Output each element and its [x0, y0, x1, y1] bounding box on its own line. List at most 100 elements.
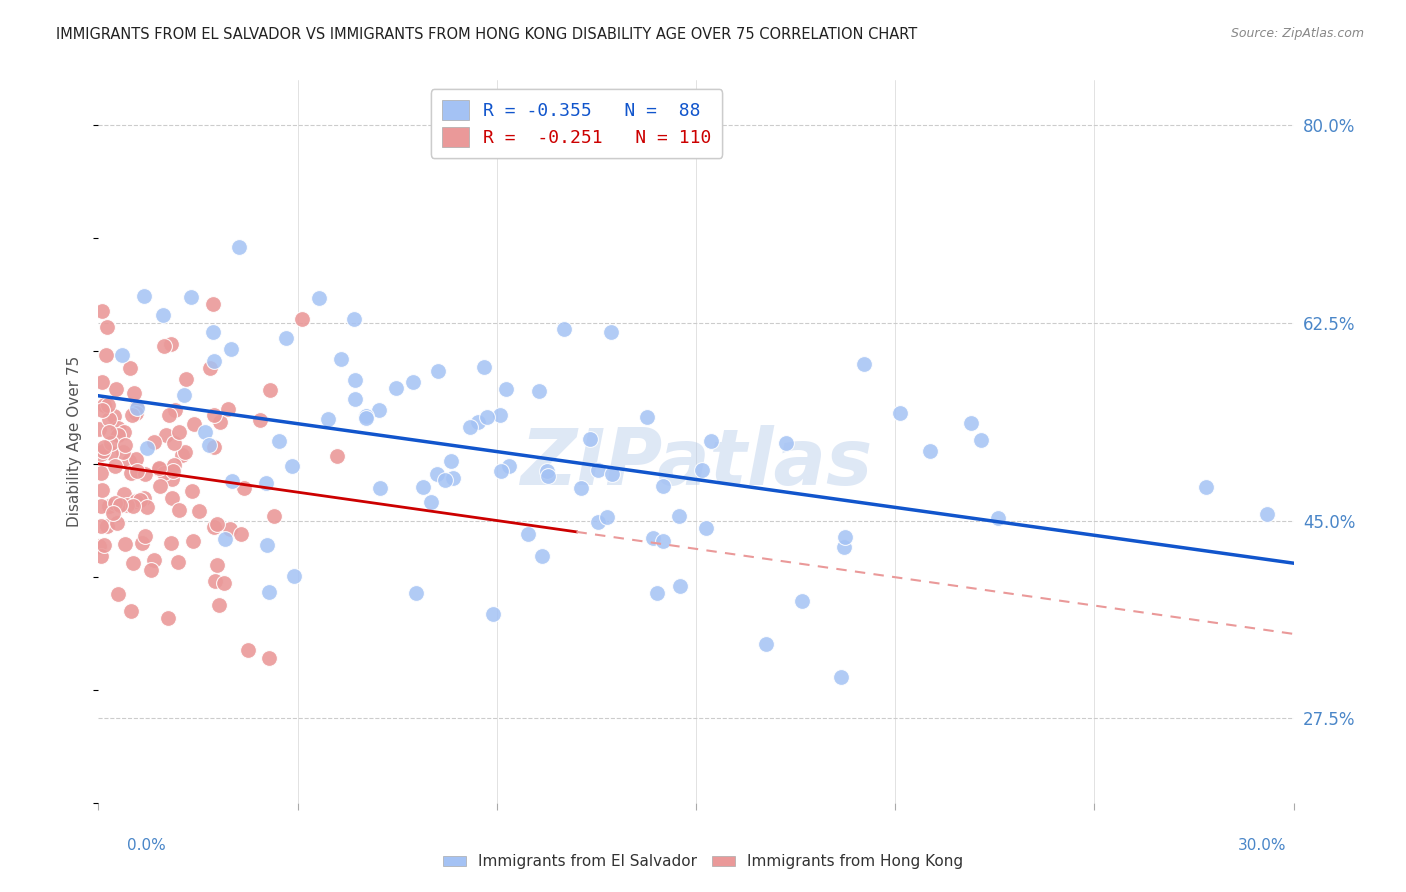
Point	[516, 527, 538, 541]
Point	[87, 539, 110, 553]
Point	[157, 409, 180, 423]
Point	[202, 520, 225, 534]
Point	[157, 611, 180, 625]
Point	[96, 319, 118, 334]
Point	[405, 586, 427, 600]
Point	[93, 440, 115, 454]
Point	[90, 304, 112, 318]
Point	[93, 538, 115, 552]
Text: Source: ZipAtlas.com: Source: ZipAtlas.com	[1230, 27, 1364, 40]
Point	[90, 447, 112, 461]
Text: 0.0%: 0.0%	[127, 838, 166, 854]
Point	[122, 386, 145, 401]
Point	[141, 563, 163, 577]
Point	[160, 337, 183, 351]
Point	[530, 549, 553, 564]
Point	[402, 376, 425, 390]
Point	[96, 518, 118, 533]
Point	[775, 436, 797, 450]
Point	[114, 438, 136, 452]
Point	[537, 469, 560, 483]
Point	[143, 435, 166, 450]
Point	[219, 522, 242, 536]
Point	[228, 240, 250, 254]
Point	[536, 464, 558, 478]
Point	[579, 432, 602, 446]
Point	[90, 518, 112, 533]
Y-axis label: Disability Age Over 75: Disability Age Over 75	[67, 356, 83, 527]
Point	[155, 428, 177, 442]
Point	[98, 412, 121, 426]
Point	[125, 494, 148, 508]
Point	[125, 451, 148, 466]
Point	[1256, 507, 1278, 521]
Point	[94, 348, 117, 362]
Point	[695, 521, 717, 535]
Point	[205, 517, 228, 532]
Point	[498, 458, 520, 473]
Point	[427, 364, 450, 378]
Point	[283, 569, 305, 583]
Point	[181, 533, 204, 548]
Point	[136, 441, 159, 455]
Point	[160, 491, 183, 505]
Point	[326, 449, 349, 463]
Point	[367, 403, 389, 417]
Point	[202, 297, 225, 311]
Point	[170, 448, 193, 462]
Point	[569, 481, 592, 495]
Point	[343, 311, 366, 326]
Point	[636, 409, 658, 424]
Point	[167, 425, 190, 439]
Point	[588, 515, 610, 529]
Point	[420, 495, 443, 509]
Point	[232, 481, 254, 495]
Point	[90, 402, 112, 417]
Point	[104, 458, 127, 473]
Point	[489, 408, 512, 422]
Point	[669, 579, 692, 593]
Point	[889, 406, 911, 420]
Point	[120, 604, 142, 618]
Point	[202, 440, 225, 454]
Point	[181, 484, 204, 499]
Point	[121, 409, 143, 423]
Point	[167, 502, 190, 516]
Point	[118, 360, 141, 375]
Point	[97, 398, 120, 412]
Point	[118, 453, 141, 467]
Point	[180, 290, 202, 304]
Point	[91, 444, 114, 458]
Point	[149, 479, 172, 493]
Point	[472, 359, 495, 374]
Point	[214, 533, 236, 547]
Point	[291, 312, 314, 326]
Point	[163, 458, 186, 472]
Point	[104, 496, 127, 510]
Point	[254, 476, 277, 491]
Point	[124, 407, 146, 421]
Point	[103, 409, 125, 423]
Point	[188, 504, 211, 518]
Point	[920, 444, 942, 458]
Point	[202, 354, 225, 368]
Point	[105, 382, 128, 396]
Point	[131, 536, 153, 550]
Point	[90, 467, 112, 481]
Point	[433, 473, 456, 487]
Point	[257, 585, 280, 599]
Point	[122, 499, 145, 513]
Point	[128, 492, 150, 507]
Point	[830, 670, 852, 684]
Point	[173, 444, 195, 458]
Text: ZIPatlas: ZIPatlas	[520, 425, 872, 501]
Point	[259, 383, 281, 397]
Point	[647, 586, 669, 600]
Point	[832, 540, 855, 554]
Point	[153, 338, 176, 352]
Point	[152, 309, 174, 323]
Point	[440, 453, 463, 467]
Point	[652, 479, 675, 493]
Point	[219, 342, 242, 356]
Point	[527, 384, 550, 399]
